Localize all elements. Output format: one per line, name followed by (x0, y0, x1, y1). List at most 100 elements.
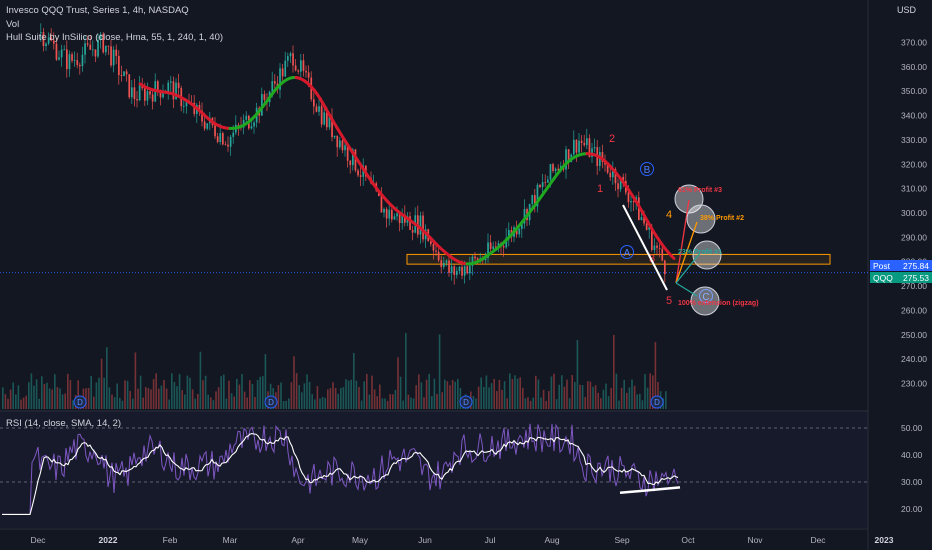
candle-body (388, 209, 391, 219)
candle-body (97, 39, 99, 57)
volume-bar (111, 394, 113, 409)
candle-body (133, 87, 136, 100)
candle-body (274, 81, 276, 84)
volume-bar (576, 339, 579, 409)
volume-bar (423, 397, 425, 409)
target-label: 61% Profit #3 (678, 187, 722, 194)
volume-bar (259, 376, 261, 409)
candle-body (549, 164, 552, 180)
rsi-tick-label: 30.00 (901, 477, 923, 487)
volume-bar (589, 381, 592, 409)
target-arrow (675, 252, 701, 284)
volume-bar (9, 389, 12, 409)
candle-body (557, 168, 560, 171)
candle-body (287, 56, 289, 61)
volume-bar (610, 387, 612, 409)
candle-body (505, 237, 508, 248)
volume-bar (644, 374, 646, 409)
volume-bar (373, 389, 376, 409)
volume-bar (360, 400, 363, 409)
volume-bar (542, 389, 545, 409)
candle-body (531, 195, 534, 204)
volume-bar (587, 381, 589, 409)
candle-body (302, 60, 305, 71)
volume-bar (436, 394, 438, 409)
candle-body (586, 138, 588, 146)
volume-bar (327, 389, 329, 409)
rsi-tick-label: 20.00 (901, 504, 923, 514)
candle-body (333, 135, 336, 138)
candle-body (281, 68, 284, 77)
volume-bar (132, 398, 134, 409)
candle-body (107, 45, 110, 47)
volume-bar (181, 390, 183, 409)
volume-bar (204, 375, 207, 409)
volume-bar (282, 400, 285, 409)
candle-body (245, 115, 248, 120)
candle-body (112, 49, 115, 66)
candle-body (123, 71, 125, 76)
volume-bar (108, 387, 111, 409)
volume-bar (264, 354, 267, 409)
volume-bar (280, 382, 282, 409)
candle-body (157, 81, 159, 91)
volume-bar (90, 375, 92, 409)
volume-bar (438, 334, 441, 409)
volume-bar (126, 380, 129, 409)
candle-body (232, 132, 235, 137)
candle-body (609, 172, 612, 178)
volume-bar (527, 397, 529, 409)
volume-bar (69, 380, 72, 409)
volume-bar (514, 375, 516, 409)
volume-bar (397, 357, 399, 409)
volume-bar (428, 373, 430, 409)
target-label: 23% Profit #1 (678, 249, 722, 256)
candle-body (53, 40, 55, 44)
volume-bar (366, 373, 368, 409)
x-tick-label: Apr (291, 535, 304, 545)
volume-bar (321, 396, 324, 409)
candle-body (185, 100, 188, 107)
candle-body (45, 43, 47, 47)
candle-body (320, 106, 323, 125)
volume-bar (173, 382, 176, 409)
candle-body (578, 140, 580, 153)
target-arrow (675, 282, 698, 297)
volume-bar (142, 397, 144, 409)
volume-bar (522, 387, 524, 409)
volume-bar (636, 394, 638, 409)
candle-body (469, 265, 471, 274)
candle-body (632, 201, 635, 203)
volume-bar (158, 388, 160, 409)
candle-body (484, 257, 487, 261)
volume-bar (48, 388, 51, 409)
candle-body (159, 90, 162, 98)
volume-bar (451, 379, 454, 409)
y-tick-label: 360.00 (901, 62, 927, 72)
candle-body (380, 196, 383, 213)
volume-bar (368, 394, 371, 409)
volume-bar (54, 374, 56, 409)
candle-body (128, 74, 131, 98)
y-tick-label: 310.00 (901, 184, 927, 194)
volume-bar (386, 400, 389, 409)
volume-bar (56, 387, 59, 409)
candle-body (261, 94, 263, 116)
candle-body (105, 45, 107, 53)
candle-body (448, 260, 450, 273)
target-label: 38% Profit #2 (700, 215, 744, 222)
candle-body (115, 49, 118, 56)
candle-body (79, 64, 81, 67)
volume-bar (277, 385, 280, 409)
candle-body (339, 140, 341, 148)
target-arrow (675, 221, 698, 284)
candle-body (614, 169, 617, 184)
candle-body (354, 149, 357, 171)
volume-bar (633, 385, 636, 409)
volume-bar (46, 382, 48, 409)
volume-bar (230, 393, 233, 409)
candle-body (110, 46, 112, 66)
target-label: 100% extension (zigzag) (678, 300, 759, 307)
volume-bar (303, 383, 306, 409)
